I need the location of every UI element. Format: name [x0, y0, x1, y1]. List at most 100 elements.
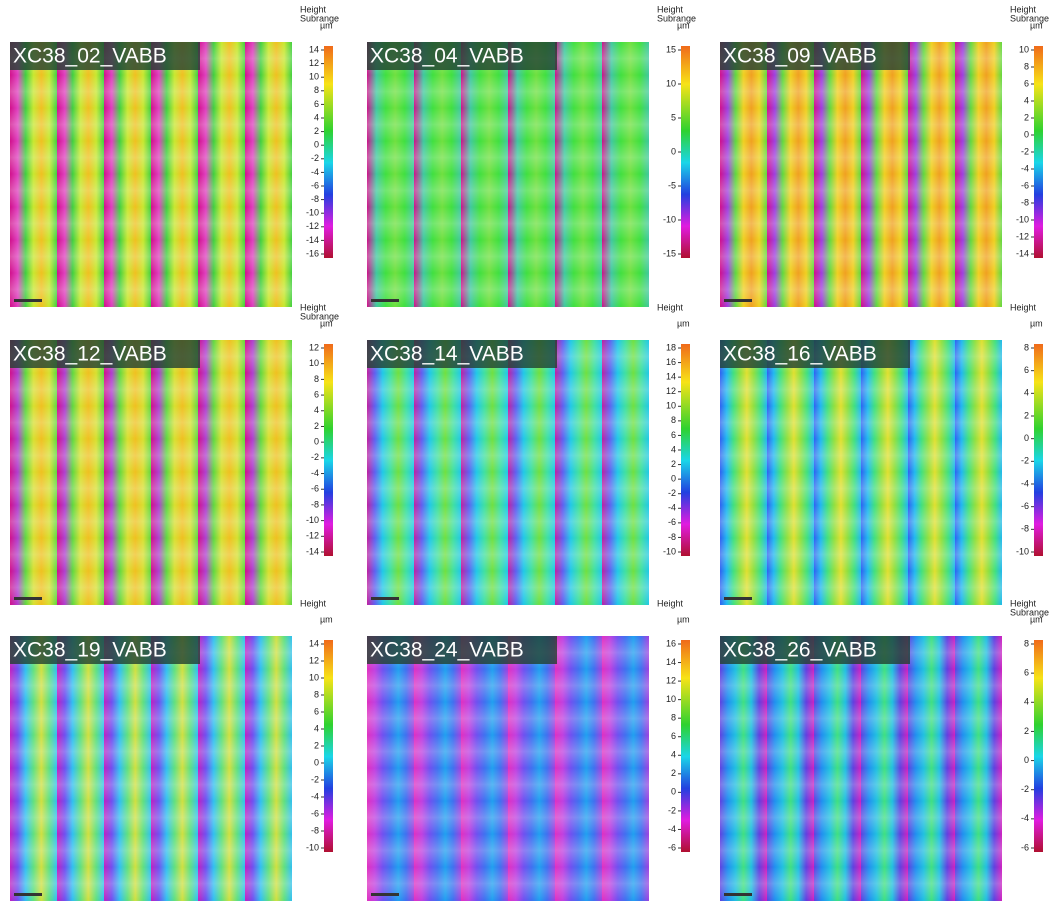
colorbar-tick-label: 4	[1024, 95, 1029, 105]
colorbar-tick-label: 0	[1024, 755, 1029, 765]
colorbar-tick-label: -8	[311, 825, 319, 835]
colorbar-tick-label: -10	[1016, 214, 1029, 224]
scale-bar	[14, 299, 42, 302]
colorbar-subtitle: Subrange	[657, 13, 696, 23]
colorbar-tick-label: 14	[309, 638, 319, 648]
colorbar-tick-label: -8	[311, 499, 319, 509]
colorbar-tick-label: -2	[1021, 784, 1029, 794]
colorbar-tick-label: 12	[309, 58, 319, 68]
colorbar-title: Height	[1010, 4, 1037, 14]
label-box	[367, 636, 557, 664]
height-map-texture	[10, 42, 292, 307]
colorbar-subtitle: Subrange	[1010, 607, 1049, 617]
colorbar-tick-label: 8	[671, 713, 676, 723]
colorbar-tick-label: 8	[314, 374, 319, 384]
colorbar-tick-label: 2	[671, 459, 676, 469]
height-map-texture	[720, 636, 1002, 901]
colorbar-tick-label: 4	[671, 750, 676, 760]
colorbar-tick-label: 4	[314, 112, 319, 122]
colorbar-tick-label: 12	[666, 386, 676, 396]
colorbar	[681, 344, 690, 556]
colorbar-tick-label: 12	[309, 342, 319, 352]
colorbar-tick-label: 12	[309, 655, 319, 665]
colorbar-tick-label: -6	[1021, 501, 1029, 511]
colorbar-tick-label: 5	[671, 112, 676, 122]
colorbar	[324, 344, 333, 556]
height-map-texture	[720, 340, 1002, 605]
colorbar-tick-label: -6	[311, 808, 319, 818]
colorbar-tick-label: 2	[314, 126, 319, 136]
colorbar-unit: µm	[677, 614, 690, 624]
colorbar-subtitle: Subrange	[300, 13, 339, 23]
colorbar-title: Height	[657, 302, 684, 312]
colorbar-title: Height	[300, 598, 327, 608]
label-box	[720, 42, 910, 70]
colorbar-tick-label: 6	[671, 731, 676, 741]
colorbar-title: Height	[657, 598, 684, 608]
colorbar-tick-label: -8	[1021, 197, 1029, 207]
colorbar-tick-label: -6	[311, 180, 319, 190]
label-box	[367, 42, 557, 70]
colorbar-tick-label: -6	[1021, 842, 1029, 852]
colorbar-tick-label: -14	[1016, 248, 1029, 258]
colorbar	[1034, 640, 1043, 852]
colorbar-tick-label: 10	[309, 358, 319, 368]
colorbar-tick-label: -10	[1016, 546, 1029, 556]
colorbar-tick-label: 2	[1024, 112, 1029, 122]
panel-label: XC38_16_VABB	[723, 343, 877, 366]
colorbar-subtitle: Subrange	[1010, 13, 1049, 23]
colorbar-tick-label: 6	[1024, 78, 1029, 88]
colorbar-unit: µm	[1030, 20, 1043, 30]
colorbar-tick-label: 0	[1024, 129, 1029, 139]
colorbar-tick-label: -8	[668, 532, 676, 542]
panel-label: XC38_12_VABB	[13, 343, 167, 366]
colorbar-unit: µm	[677, 318, 690, 328]
scale-bar	[724, 299, 752, 302]
label-box	[10, 636, 200, 664]
colorbar-tick-label: 16	[666, 357, 676, 367]
colorbar-tick-label: -6	[668, 842, 676, 852]
colorbar-unit: µm	[320, 614, 333, 624]
colorbar-tick-label: 10	[666, 401, 676, 411]
colorbar-tick-label: 6	[1024, 365, 1029, 375]
colorbar-tick-label: -10	[663, 546, 676, 556]
colorbar-unit: µm	[320, 20, 333, 30]
colorbar-tick-label: 8	[671, 415, 676, 425]
colorbar-tick-label: -2	[311, 153, 319, 163]
colorbar-tick-label: -10	[663, 214, 676, 224]
colorbar-title: Height	[300, 4, 327, 14]
colorbar-tick-label: -2	[311, 452, 319, 462]
colorbar-tick-label: 8	[314, 85, 319, 95]
colorbar-tick-label: 4	[314, 405, 319, 415]
colorbar-tick-label: -14	[306, 235, 319, 245]
colorbar-tick-label: 0	[314, 757, 319, 767]
panel-label: XC38_19_VABB	[13, 639, 167, 662]
height-map-texture	[10, 636, 292, 901]
colorbar-tick-label: 8	[1024, 638, 1029, 648]
colorbar-tick-label: 6	[671, 430, 676, 440]
colorbar-tick-label: -8	[311, 194, 319, 204]
colorbar-tick-label: -4	[1021, 478, 1029, 488]
colorbar-tick-label: -4	[311, 468, 319, 478]
panel-label: XC38_09_VABB	[723, 45, 877, 68]
colorbar-tick-label: -2	[668, 488, 676, 498]
colorbar	[1034, 46, 1043, 258]
height-map-texture	[367, 636, 649, 901]
colorbar-tick-label: 0	[671, 474, 676, 484]
colorbar-tick-label: 10	[309, 672, 319, 682]
colorbar-tick-label: -2	[1021, 456, 1029, 466]
colorbar-tick-label: 0	[1024, 433, 1029, 443]
colorbar-tick-label: -4	[311, 167, 319, 177]
label-box	[720, 636, 910, 664]
panel-label: XC38_24_VABB	[370, 639, 524, 662]
colorbar-tick-label: -5	[668, 180, 676, 190]
colorbar-tick-label: -4	[1021, 813, 1029, 823]
colorbar-tick-label: 10	[666, 694, 676, 704]
height-map-texture	[720, 42, 1002, 307]
colorbar-tick-label: -2	[668, 805, 676, 815]
colorbar-tick-label: -16	[306, 248, 319, 258]
label-box	[720, 340, 910, 368]
colorbar-tick-label: -4	[311, 791, 319, 801]
colorbar-tick-label: 8	[314, 689, 319, 699]
